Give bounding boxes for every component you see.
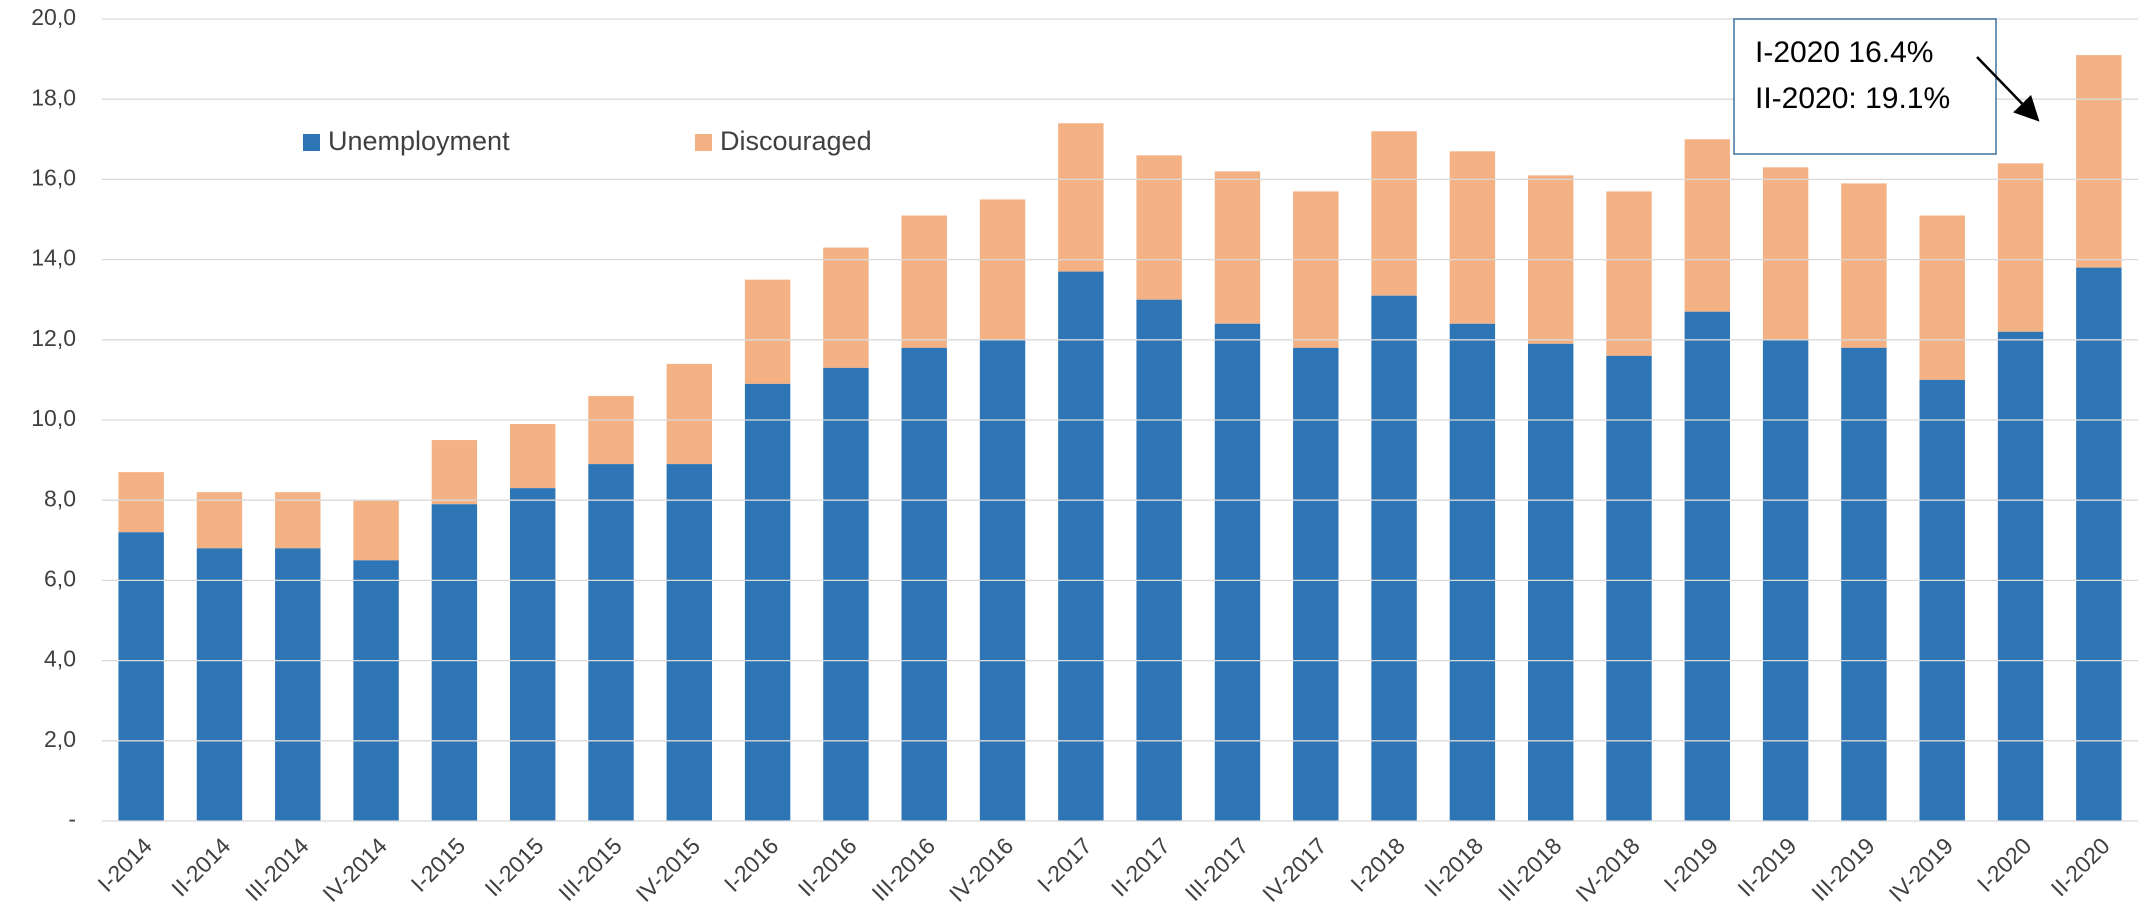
bar-segment: [1293, 347, 1339, 821]
x-tick-label: I-2015: [406, 832, 471, 897]
y-tick-label: 14,0: [31, 245, 76, 271]
bar-segment: [1214, 323, 1261, 821]
bar-segment: [196, 548, 243, 821]
x-tick-label: II-2018: [1419, 832, 1488, 901]
bar-segment: [1058, 271, 1104, 821]
y-tick-label: 6,0: [44, 565, 76, 591]
bar-segment: [353, 560, 399, 821]
bar-segment: [353, 500, 399, 561]
x-tick-label: I-2020: [1972, 832, 2037, 897]
bar-segment: [1919, 379, 1965, 821]
x-tick-label: IV-2019: [1884, 832, 1958, 906]
bar-segment: [1371, 295, 1417, 821]
annotation-box: [1733, 18, 1997, 155]
x-tick-label: III-2018: [1493, 832, 1567, 906]
bar-segment: [1762, 167, 1809, 340]
bar-segment: [1527, 343, 1574, 821]
bar-segment: [979, 199, 1026, 340]
bar-segment: [431, 440, 478, 505]
bar-segment: [2076, 55, 2122, 268]
x-tick-label: III-2019: [1806, 832, 1880, 906]
legend-swatch: [303, 134, 320, 151]
bar-segment: [1997, 163, 2044, 332]
bar-segment: [823, 367, 869, 821]
x-tick-label: I-2019: [1659, 832, 1724, 897]
x-tick-label: II-2014: [166, 832, 235, 901]
bar-segment: [588, 464, 634, 821]
annotation-arrow: [1976, 56, 2040, 122]
bar-segment: [744, 383, 791, 821]
y-tick-label: -: [68, 806, 76, 832]
y-tick-label: 8,0: [44, 485, 76, 511]
bar-segment: [1997, 331, 2044, 821]
y-tick-label: 12,0: [31, 325, 76, 351]
x-tick-label: II-2017: [1106, 832, 1175, 901]
x-tick-label: II-2015: [480, 832, 549, 901]
x-tick-label: III-2015: [553, 832, 627, 906]
bar-segment: [666, 363, 713, 465]
bar-segment: [744, 279, 791, 384]
x-tick-label: II-2016: [793, 832, 862, 901]
bar-segment: [1606, 191, 1652, 356]
bar-segment: [1684, 311, 1731, 821]
bar-segment: [509, 424, 556, 489]
bar-segment: [1841, 347, 1887, 821]
bar-segment: [588, 395, 634, 465]
bar-segment: [1371, 131, 1417, 296]
x-tick-label: IV-2017: [1257, 832, 1331, 906]
bar-segment: [901, 215, 947, 348]
bar-segment: [1919, 215, 1965, 380]
x-tick-label: IV-2018: [1570, 832, 1644, 906]
legend-swatch: [695, 134, 712, 151]
y-tick-label: 16,0: [31, 164, 76, 190]
x-tick-label: I-2018: [1345, 832, 1410, 897]
x-tick-label: IV-2015: [631, 832, 705, 906]
x-tick-label: I-2014: [92, 832, 157, 897]
bar-segment: [1841, 183, 1887, 348]
x-tick-label: III-2014: [240, 832, 314, 906]
bar-segment: [1449, 151, 1496, 324]
y-tick-label: 10,0: [31, 405, 76, 431]
bar-segment: [275, 548, 321, 821]
bar-segment: [1606, 355, 1652, 821]
bar-segment: [2076, 267, 2122, 821]
annotation-line: II-2020: 19.1%: [1755, 82, 1950, 115]
bar-segment: [901, 347, 947, 821]
bar-segment: [1136, 299, 1182, 821]
bar-segment: [1293, 191, 1339, 348]
y-tick-label: 4,0: [44, 646, 76, 672]
x-tick-label: II-2020: [2046, 832, 2115, 901]
legend-label: Unemployment: [328, 126, 510, 156]
bar-segment: [1214, 171, 1261, 324]
bar-segment: [1684, 139, 1731, 312]
bar-segment: [118, 472, 164, 533]
x-tick-label: I-2017: [1032, 832, 1097, 897]
y-tick-label: 2,0: [44, 726, 76, 752]
bar-segment: [275, 492, 321, 549]
bar-segment: [509, 488, 556, 821]
x-tick-label: I-2016: [719, 832, 784, 897]
bar-segment: [666, 464, 713, 821]
x-tick-label: IV-2014: [317, 832, 392, 907]
bar-segment: [431, 504, 478, 821]
bar-segment: [823, 247, 869, 368]
x-tick-label: II-2019: [1732, 832, 1801, 901]
y-tick-label: 18,0: [31, 84, 76, 110]
bar-segment: [1449, 323, 1496, 821]
annotation-line: I-2020 16.4%: [1755, 36, 1933, 69]
x-tick-label: III-2016: [867, 832, 941, 906]
legend-label: Discouraged: [720, 126, 872, 156]
bar-segment: [1058, 123, 1104, 272]
x-tick-label: IV-2016: [944, 832, 1018, 906]
bar-segment: [196, 492, 243, 549]
y-tick-label: 20,0: [31, 4, 76, 30]
bar-segment: [1136, 155, 1182, 300]
bar-segment: [118, 532, 164, 821]
x-tick-label: III-2017: [1180, 832, 1254, 906]
